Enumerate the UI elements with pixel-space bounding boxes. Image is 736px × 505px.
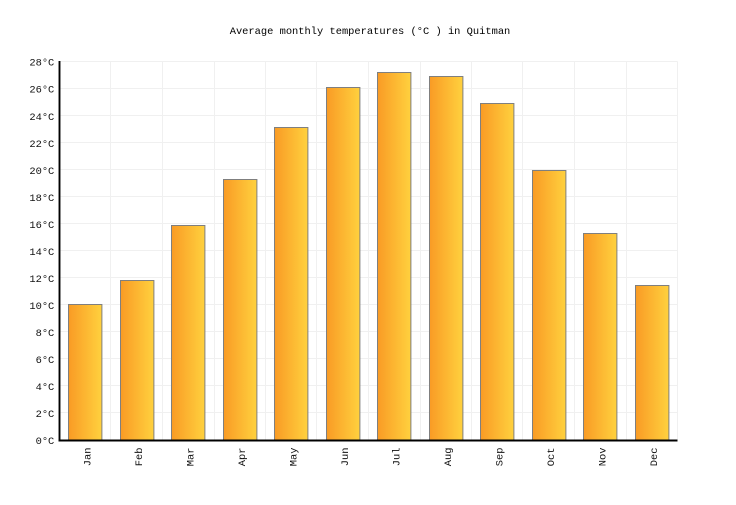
svg-text:6°C: 6°C: [36, 355, 55, 367]
svg-text:12°C: 12°C: [29, 274, 54, 286]
svg-text:Aug: Aug: [443, 448, 455, 467]
svg-text:Dec: Dec: [649, 448, 661, 467]
svg-text:18°C: 18°C: [29, 193, 54, 205]
svg-text:Apr: Apr: [237, 448, 249, 467]
svg-text:Oct: Oct: [546, 448, 558, 467]
svg-text:28°C: 28°C: [29, 58, 54, 70]
svg-text:Sep: Sep: [494, 448, 506, 467]
svg-text:8°C: 8°C: [36, 328, 55, 340]
svg-text:26°C: 26°C: [29, 85, 54, 97]
svg-text:Nov: Nov: [597, 448, 609, 467]
svg-text:10°C: 10°C: [29, 301, 54, 313]
svg-text:2°C: 2°C: [36, 409, 55, 421]
svg-text:Jan: Jan: [82, 448, 94, 467]
svg-text:May: May: [288, 448, 300, 467]
svg-text:4°C: 4°C: [36, 382, 55, 394]
svg-text:0°C: 0°C: [36, 436, 55, 448]
svg-text:Feb: Feb: [134, 448, 146, 467]
svg-text:Jul: Jul: [391, 448, 403, 467]
svg-text:Mar: Mar: [185, 448, 197, 467]
svg-text:Average monthly temperatures (: Average monthly temperatures (°C ) in Qu…: [230, 26, 511, 38]
svg-text:Jun: Jun: [340, 448, 352, 467]
svg-text:16°C: 16°C: [29, 220, 54, 232]
svg-text:22°C: 22°C: [29, 139, 54, 151]
svg-text:24°C: 24°C: [29, 112, 54, 124]
svg-text:14°C: 14°C: [29, 247, 54, 259]
svg-text:20°C: 20°C: [29, 166, 54, 178]
